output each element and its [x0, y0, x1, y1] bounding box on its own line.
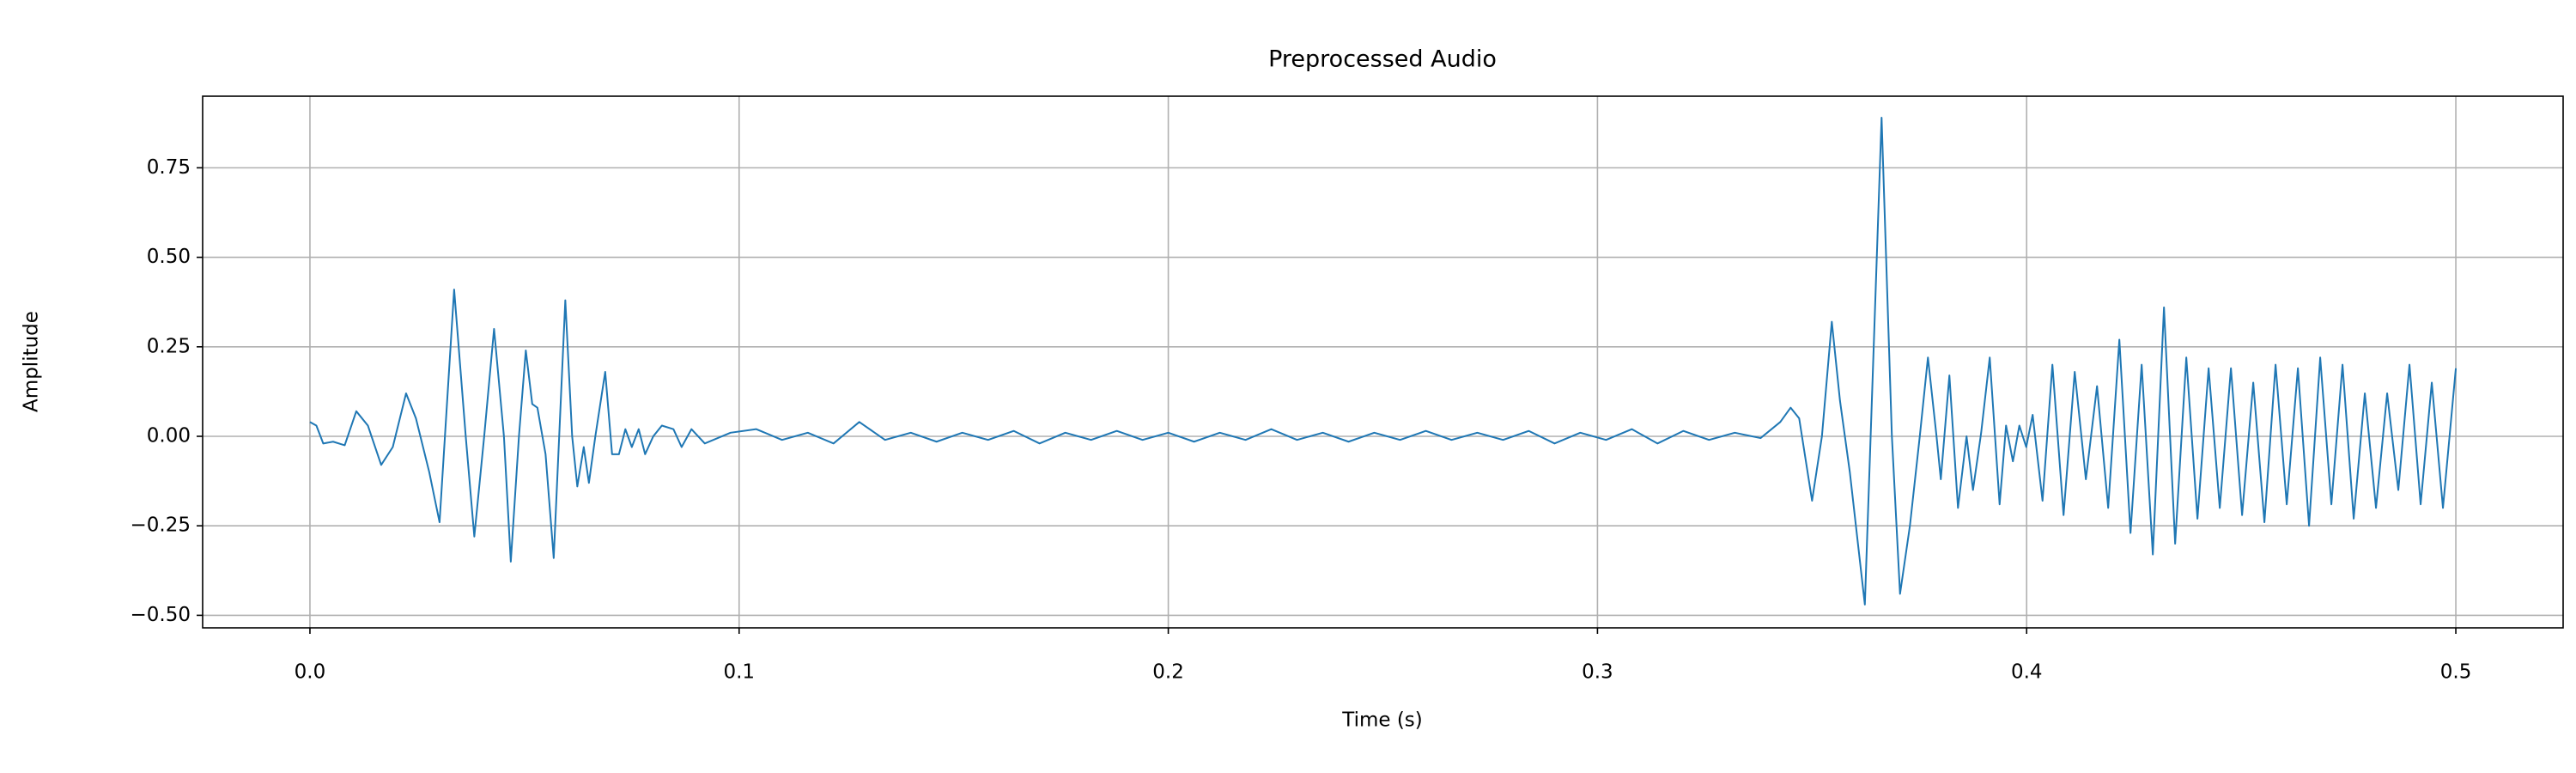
y-tick-label: 0.50: [147, 246, 191, 268]
waveform-line: [309, 117, 2458, 606]
y-tick-label: 0.75: [147, 156, 191, 179]
x-tick-label: 0.2: [1152, 661, 1184, 684]
x-tick-label: 0.0: [295, 661, 326, 684]
y-tick-label: −0.50: [131, 604, 191, 626]
x-tick-label: 0.5: [2440, 661, 2472, 684]
axes-frame: [202, 95, 2564, 629]
y-tick-label: −0.25: [131, 514, 191, 537]
x-axis-label: Time (s): [1341, 709, 1423, 732]
chart-title: Preprocessed Audio: [1268, 46, 1497, 73]
x-tick-label: 0.1: [723, 661, 755, 684]
y-tick-label: 0.00: [147, 424, 191, 447]
x-tick-label: 0.3: [1582, 661, 1613, 684]
y-axis-label: Amplitude: [21, 311, 43, 412]
x-tick-label: 0.4: [2011, 661, 2043, 684]
y-tick-label: 0.25: [147, 335, 191, 357]
